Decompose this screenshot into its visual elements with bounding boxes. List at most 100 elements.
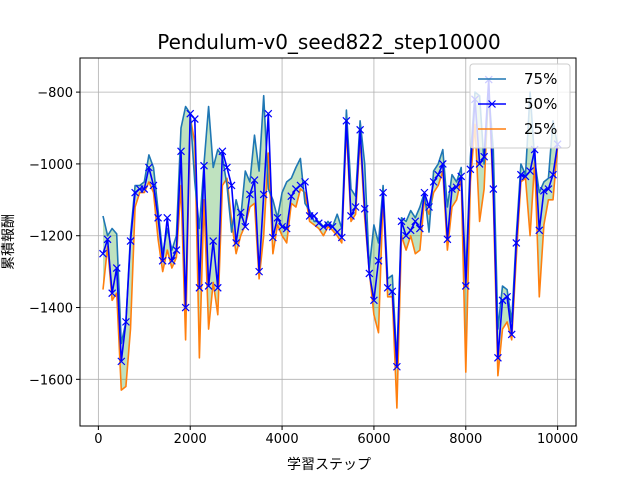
data-point-marker bbox=[406, 226, 415, 235]
data-point-marker bbox=[429, 177, 438, 186]
data-point-marker bbox=[351, 203, 360, 211]
data-point-marker bbox=[259, 190, 268, 199]
chart-title: Pendulum-v0_seed822_step10000 bbox=[157, 30, 500, 54]
y-tick-label: −1200 bbox=[29, 230, 73, 245]
data-point-marker bbox=[108, 289, 117, 298]
y-tick-label: −1600 bbox=[29, 373, 73, 388]
data-point-marker bbox=[126, 237, 135, 246]
data-point-marker bbox=[415, 224, 424, 233]
data-point-marker bbox=[452, 183, 461, 192]
data-point-marker bbox=[112, 264, 121, 272]
legend: 75% 50% 25% bbox=[469, 63, 571, 149]
data-point-marker bbox=[200, 161, 208, 170]
data-point-marker bbox=[448, 185, 456, 193]
data-point-marker bbox=[296, 181, 305, 190]
data-point-marker bbox=[370, 296, 378, 305]
data-point-marker bbox=[342, 116, 351, 125]
data-point-marker bbox=[149, 181, 158, 190]
data-point-marker bbox=[268, 233, 277, 242]
data-point-marker bbox=[301, 177, 309, 186]
data-point-marker bbox=[310, 212, 319, 220]
data-point-marker bbox=[549, 170, 557, 179]
y-tick-label: −1400 bbox=[29, 302, 73, 317]
data-point-marker bbox=[117, 357, 126, 366]
x-tick-label: 8000 bbox=[449, 432, 482, 447]
data-point-marker bbox=[374, 256, 383, 265]
data-point-marker bbox=[181, 303, 190, 312]
legend-entry-label: 25% bbox=[524, 120, 557, 138]
data-point-marker bbox=[278, 222, 286, 231]
data-point-marker bbox=[131, 188, 140, 197]
data-point-marker bbox=[503, 292, 512, 301]
legend-marker bbox=[488, 100, 496, 108]
data-point-marker bbox=[425, 203, 433, 211]
data-point-marker bbox=[144, 163, 153, 172]
data-point-marker bbox=[324, 221, 332, 229]
data-point-marker bbox=[516, 170, 525, 179]
data-point-marker bbox=[209, 237, 218, 246]
data-point-marker bbox=[241, 222, 250, 231]
data-point-marker bbox=[475, 159, 484, 168]
data-point-marker bbox=[172, 246, 181, 255]
data-point-marker bbox=[466, 165, 475, 174]
data-point-marker bbox=[356, 125, 365, 134]
data-point-marker bbox=[347, 212, 355, 220]
data-point-marker bbox=[99, 249, 107, 258]
data-point-marker bbox=[392, 362, 401, 371]
data-point-marker bbox=[360, 204, 369, 213]
data-point-marker bbox=[246, 190, 254, 199]
data-point-marker bbox=[411, 217, 420, 226]
y-axis: −1600 −1400 −1200 −1000 −800 bbox=[29, 86, 80, 388]
data-point-marker bbox=[526, 167, 534, 176]
series-markers bbox=[99, 75, 562, 371]
data-point-marker bbox=[379, 188, 388, 197]
data-point-marker bbox=[282, 224, 291, 233]
y-tick-label: −800 bbox=[37, 86, 73, 101]
data-point-marker bbox=[264, 109, 273, 118]
legend-entry-label: 50% bbox=[524, 95, 557, 113]
data-point-marker bbox=[397, 217, 406, 226]
data-point-marker bbox=[544, 185, 553, 193]
data-point-marker bbox=[494, 353, 502, 362]
x-tick-label: 4000 bbox=[266, 432, 299, 447]
data-point-marker bbox=[154, 213, 162, 222]
data-point-marker bbox=[291, 185, 300, 193]
plot-frame bbox=[79, 57, 577, 427]
legend-entry-label: 75% bbox=[524, 70, 557, 88]
data-point-marker bbox=[167, 256, 176, 265]
x-tick-label: 2000 bbox=[174, 432, 207, 447]
data-point-marker bbox=[227, 181, 236, 190]
y-tick-label: −1000 bbox=[29, 158, 73, 173]
data-point-marker bbox=[177, 147, 185, 156]
data-point-marker bbox=[480, 152, 489, 161]
data-point-marker bbox=[420, 188, 429, 197]
data-point-marker bbox=[122, 317, 130, 326]
data-point-marker bbox=[443, 235, 452, 244]
data-point-marker bbox=[250, 176, 259, 184]
data-point-marker bbox=[236, 208, 245, 217]
data-point-marker bbox=[158, 256, 167, 265]
x-axis-label: 学習ステップ bbox=[287, 457, 371, 473]
data-point-marker bbox=[190, 115, 199, 123]
x-tick-label: 10000 bbox=[537, 432, 578, 447]
data-point-marker bbox=[388, 287, 397, 296]
data-point-marker bbox=[512, 238, 521, 247]
data-point-marker bbox=[232, 238, 241, 247]
data-point-marker bbox=[287, 192, 296, 201]
data-point-marker bbox=[213, 283, 222, 292]
data-point-marker bbox=[498, 296, 507, 305]
data-point-marker bbox=[314, 219, 323, 228]
data-point-marker bbox=[539, 186, 548, 195]
y-axis-label: 累積報酬 bbox=[1, 214, 17, 270]
data-point-marker bbox=[140, 185, 149, 193]
data-point-marker bbox=[489, 185, 498, 193]
legend-box bbox=[469, 63, 571, 149]
x-tick-label: 6000 bbox=[357, 432, 390, 447]
data-point-marker bbox=[507, 330, 516, 339]
data-point-marker bbox=[319, 222, 328, 231]
data-point-marker bbox=[255, 267, 264, 276]
x-axis: 0 2000 4000 6000 8000 10000 bbox=[94, 426, 578, 447]
series-line-50pct bbox=[102, 78, 559, 368]
data-point-marker bbox=[103, 235, 112, 244]
